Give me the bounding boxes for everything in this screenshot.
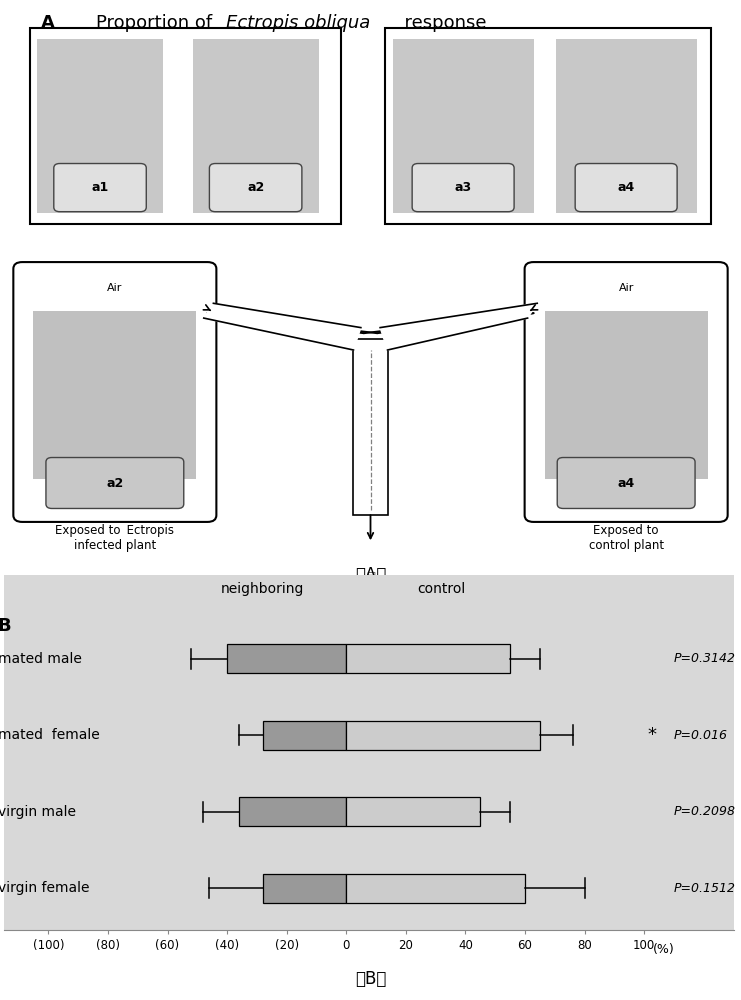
Bar bbox=[353, 339, 388, 515]
Text: （A）: （A） bbox=[355, 566, 386, 584]
Bar bbox=[227, 644, 346, 673]
Text: a2: a2 bbox=[247, 181, 265, 194]
Bar bbox=[239, 797, 346, 826]
Bar bbox=[33, 311, 196, 479]
Text: mated male: mated male bbox=[0, 652, 82, 666]
Text: control: control bbox=[417, 582, 466, 596]
Bar bbox=[30, 28, 341, 224]
Text: a2: a2 bbox=[106, 477, 124, 490]
Text: (%): (%) bbox=[653, 943, 675, 956]
FancyBboxPatch shape bbox=[13, 262, 216, 522]
Text: P=0.2098: P=0.2098 bbox=[674, 805, 736, 818]
Bar bbox=[393, 39, 534, 213]
FancyBboxPatch shape bbox=[210, 164, 302, 212]
Text: Exposed to
control plant: Exposed to control plant bbox=[588, 524, 664, 552]
Text: a4: a4 bbox=[617, 477, 635, 490]
Text: neighboring: neighboring bbox=[222, 582, 305, 596]
Text: Proportion of: Proportion of bbox=[96, 14, 218, 32]
Text: P=0.3142: P=0.3142 bbox=[674, 652, 736, 665]
Bar bbox=[545, 311, 708, 479]
FancyBboxPatch shape bbox=[575, 164, 677, 212]
Text: mated  female: mated female bbox=[0, 728, 99, 742]
Text: a4: a4 bbox=[617, 181, 635, 194]
Text: P=0.016: P=0.016 bbox=[674, 729, 728, 742]
FancyBboxPatch shape bbox=[557, 458, 695, 508]
Bar bbox=[346, 797, 480, 826]
Text: A: A bbox=[41, 14, 55, 32]
Text: Air: Air bbox=[107, 283, 122, 293]
Bar bbox=[556, 39, 697, 213]
Text: Exposed to ⁠ Ectropis
infected plant: Exposed to ⁠ Ectropis infected plant bbox=[56, 524, 174, 552]
Text: a1: a1 bbox=[91, 181, 109, 194]
FancyBboxPatch shape bbox=[54, 164, 146, 212]
Text: Air: Air bbox=[619, 283, 634, 293]
Text: B: B bbox=[0, 617, 11, 635]
Text: （B）: （B） bbox=[355, 970, 386, 988]
Bar bbox=[346, 874, 525, 903]
Bar bbox=[193, 39, 319, 213]
Text: a3: a3 bbox=[454, 181, 472, 194]
Bar bbox=[346, 721, 540, 750]
Text: P=0.1512: P=0.1512 bbox=[674, 882, 736, 895]
FancyBboxPatch shape bbox=[46, 458, 184, 508]
Bar bbox=[385, 28, 711, 224]
Bar bbox=[346, 644, 510, 673]
Text: *: * bbox=[647, 726, 657, 744]
Polygon shape bbox=[380, 303, 537, 350]
Bar bbox=[263, 874, 346, 903]
Bar bbox=[37, 39, 163, 213]
Bar bbox=[263, 721, 346, 750]
Text: Ectropis obliqua: Ectropis obliqua bbox=[226, 14, 370, 32]
FancyBboxPatch shape bbox=[525, 262, 728, 522]
Polygon shape bbox=[204, 303, 361, 350]
FancyBboxPatch shape bbox=[412, 164, 514, 212]
Text: response: response bbox=[393, 14, 486, 32]
Text: 🦗: 🦗 bbox=[366, 571, 375, 586]
Text: virgin female: virgin female bbox=[0, 881, 89, 895]
Text: virgin male: virgin male bbox=[0, 805, 76, 819]
